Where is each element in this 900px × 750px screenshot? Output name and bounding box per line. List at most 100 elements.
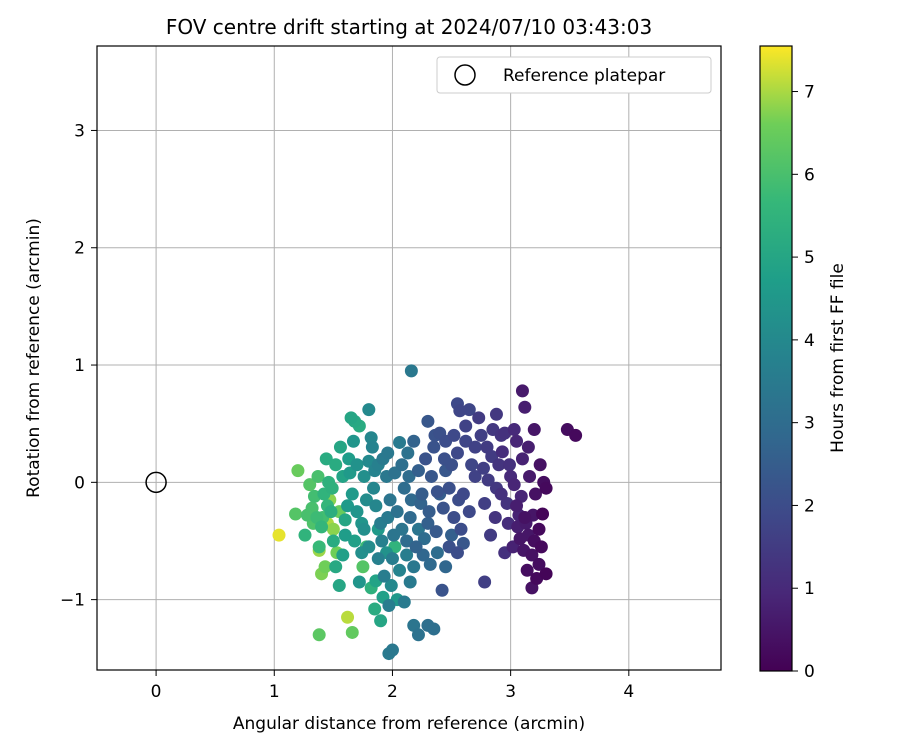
data-point	[367, 481, 381, 495]
data-point	[476, 461, 490, 475]
y-tick-label: 2	[74, 239, 85, 259]
data-point	[454, 522, 468, 536]
data-point	[539, 567, 553, 581]
data-point	[430, 485, 444, 499]
y-tick-label: 3	[74, 121, 85, 141]
data-point	[478, 496, 492, 510]
data-point	[341, 610, 355, 624]
data-point	[419, 452, 433, 466]
data-point	[423, 557, 437, 571]
data-point	[536, 507, 550, 521]
y-tick-label: −1	[60, 591, 85, 611]
data-point	[397, 481, 411, 495]
data-point	[393, 435, 407, 449]
data-point	[495, 445, 509, 459]
data-point	[462, 505, 476, 519]
data-point	[303, 478, 317, 492]
data-point	[513, 532, 527, 546]
colorbar-tick-label: 6	[804, 165, 815, 185]
data-point	[437, 452, 451, 466]
data-point	[312, 540, 326, 554]
data-point	[453, 404, 467, 418]
data-point	[324, 505, 338, 519]
data-point	[329, 560, 343, 574]
colorbar-ticks: 0 1 2 3 4 5 6 7	[792, 83, 815, 682]
data-point	[359, 493, 373, 507]
data-point	[445, 528, 459, 542]
data-point	[447, 511, 461, 525]
data-point	[318, 560, 332, 574]
data-point	[427, 622, 441, 636]
data-point	[489, 407, 503, 421]
data-point	[329, 458, 343, 472]
legend-box	[436, 56, 712, 94]
data-points	[272, 364, 583, 661]
data-point	[427, 440, 441, 454]
data-point	[532, 557, 546, 571]
data-point	[462, 403, 476, 417]
data-point	[525, 548, 539, 562]
data-point	[533, 458, 547, 472]
data-point	[371, 552, 385, 566]
x-axis-ticks: 0 1 2 3 4	[151, 670, 634, 702]
x-tick-label: 2	[387, 682, 398, 702]
data-point	[459, 434, 473, 448]
data-point	[375, 534, 389, 548]
y-axis-ticks: −1 0 1 2 3	[60, 121, 97, 611]
data-point	[350, 505, 364, 519]
plot-frame	[96, 45, 722, 671]
data-point	[502, 458, 516, 472]
data-point	[311, 469, 325, 483]
data-point	[424, 469, 438, 483]
data-point	[393, 563, 407, 577]
data-point	[332, 579, 346, 593]
data-point	[539, 481, 553, 495]
chart-title: FOV centre drift starting at 2024/07/10 …	[166, 15, 652, 39]
data-point	[402, 469, 416, 483]
data-point	[407, 434, 421, 448]
data-point	[569, 428, 583, 442]
x-tick-label: 1	[269, 682, 280, 702]
data-point	[447, 428, 461, 442]
data-point	[369, 499, 383, 513]
data-point	[312, 628, 326, 642]
data-point	[384, 579, 398, 593]
data-point	[409, 540, 423, 554]
colorbar-tick-label: 0	[804, 662, 815, 682]
data-point	[484, 528, 498, 542]
data-point	[474, 428, 488, 442]
data-point	[350, 458, 364, 472]
data-point	[333, 440, 347, 454]
data-point	[435, 583, 449, 597]
legend-marker	[454, 64, 476, 86]
colorbar-tick-label: 7	[804, 83, 815, 103]
data-point	[272, 528, 286, 542]
x-axis-title: Angular distance from reference (arcmin)	[233, 714, 585, 734]
data-point	[403, 511, 417, 525]
data-point	[336, 548, 350, 562]
data-point	[439, 560, 453, 574]
data-point	[381, 511, 395, 525]
data-point	[291, 464, 305, 478]
colorbar-tick-label: 3	[804, 414, 815, 434]
data-point	[298, 528, 312, 542]
data-point	[515, 452, 529, 466]
data-point	[468, 469, 482, 483]
data-point	[356, 560, 370, 574]
data-point	[520, 563, 534, 577]
data-point	[401, 446, 415, 460]
data-point	[478, 575, 492, 589]
data-point	[518, 400, 532, 414]
data-point	[325, 481, 339, 495]
data-point	[362, 540, 376, 554]
data-point	[362, 403, 376, 417]
data-point	[532, 522, 546, 536]
data-point	[338, 513, 352, 527]
data-point	[345, 487, 359, 501]
data-point	[357, 522, 371, 536]
data-point	[430, 546, 444, 560]
y-axis-title: Rotation from reference (arcmin)	[24, 218, 44, 498]
legend: Reference platepar	[436, 56, 712, 94]
data-point	[442, 481, 456, 495]
